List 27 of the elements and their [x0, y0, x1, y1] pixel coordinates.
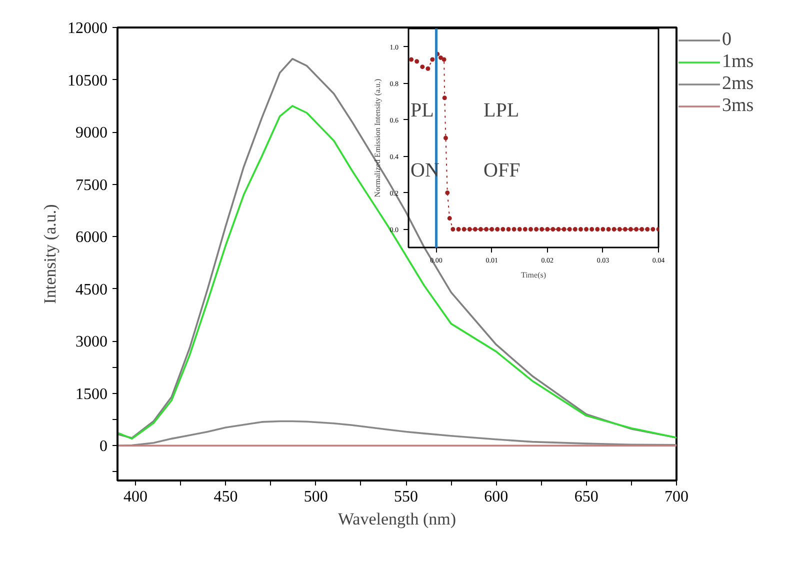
- x-tick-label: 550: [394, 488, 418, 506]
- y-tick-label: 3000: [76, 334, 108, 351]
- annotation: PL: [410, 100, 434, 122]
- annotation: OFF: [484, 160, 520, 182]
- x-tick-label: 400: [124, 488, 148, 506]
- y-axis-title: Intensity (a.u.): [40, 204, 60, 304]
- x-tick-label: 500: [304, 488, 328, 506]
- legend-label: 2ms: [722, 73, 755, 95]
- x-tick-label: 700: [664, 488, 688, 506]
- legend-label: 0: [722, 29, 732, 51]
- y-tick-label: 4500: [76, 281, 108, 298]
- x-axis-title: Wavelength (nm): [338, 510, 456, 528]
- x-tick-label: 450: [214, 488, 238, 506]
- y-axis-title: Normalized Emission Intensity (a.u.): [372, 78, 382, 198]
- y-tick-label: 7500: [76, 176, 108, 194]
- y-tick-label: 9000: [76, 124, 108, 142]
- legend-label: 3ms: [722, 95, 755, 117]
- x-axis-title: Time(s): [520, 270, 546, 280]
- y-tick-label: 1500: [76, 386, 108, 403]
- x-tick-label: 650: [574, 488, 598, 506]
- annotation: LPL: [484, 100, 520, 122]
- x-tick-label: 600: [484, 488, 508, 506]
- y-tick-label: 6000: [76, 229, 108, 246]
- y-tick-label: 10500: [68, 72, 108, 90]
- legend-label: 1ms: [722, 51, 755, 73]
- y-tick-label: 12000: [68, 20, 108, 37]
- y-tick-label: 0: [100, 438, 108, 456]
